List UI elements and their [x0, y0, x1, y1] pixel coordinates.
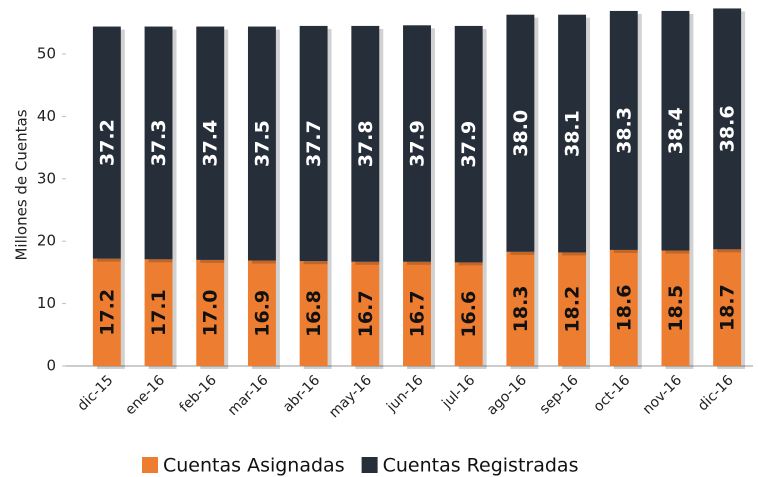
x-tick-label: feb-16 [177, 372, 220, 415]
x-tick-label: dic-15 [75, 372, 117, 414]
bar-segment [403, 25, 431, 262]
value-label: 37.9 [407, 120, 429, 167]
bar-segment [351, 261, 380, 366]
legend-label: Cuentas Registradas [383, 455, 579, 477]
bar-segment [713, 249, 742, 366]
value-label: 37.2 [96, 119, 118, 166]
value-label: 18.6 [613, 285, 635, 332]
bar-segment [196, 259, 225, 366]
value-label: 38.4 [665, 107, 687, 154]
value-label: 38.1 [562, 110, 584, 157]
value-label: 37.8 [355, 120, 377, 167]
bar-segment [558, 252, 587, 366]
bar-segment [506, 251, 535, 366]
value-label: 17.1 [148, 289, 170, 336]
bar-segment [558, 14, 587, 253]
value-label: 18.3 [510, 285, 532, 332]
value-label: 17.2 [96, 289, 118, 336]
bar-segment [454, 25, 483, 263]
bar-segment [661, 10, 690, 251]
bar-segment [351, 25, 380, 262]
value-label: 37.3 [148, 119, 170, 166]
y-tick-label: 20 [37, 232, 56, 250]
x-tick-label: oct-16 [591, 372, 634, 415]
value-label: 18.5 [665, 285, 687, 332]
value-label: 37.7 [303, 120, 325, 167]
y-tick-label: 40 [37, 107, 56, 125]
value-label: 16.7 [407, 290, 429, 337]
bar-segment [92, 26, 121, 259]
x-tick-label: ago-16 [484, 372, 530, 418]
legend-label: Cuentas Asignadas [163, 455, 345, 477]
bar-segment [299, 261, 328, 366]
value-label: 37.9 [458, 121, 480, 168]
legend-swatch [142, 457, 158, 473]
x-tick-label: jul-16 [438, 372, 478, 412]
bar-segment [403, 261, 431, 366]
legend-swatch [361, 457, 378, 473]
bar-segment [661, 250, 690, 366]
bar-segment [713, 8, 742, 250]
y-tick-label: 0 [46, 357, 56, 375]
x-tick-label: sep-16 [537, 372, 582, 417]
y-axis-title: Millones de Cuentas [13, 109, 31, 260]
value-label: 17.0 [200, 290, 222, 337]
value-label: 37.5 [251, 120, 273, 167]
bar-segment [247, 260, 276, 366]
bar-segment [454, 262, 483, 366]
bar-segment [299, 25, 328, 262]
bar-segment [609, 249, 638, 366]
bar-segment [247, 26, 276, 261]
bar-segment [506, 14, 535, 252]
x-tick-label: abr-16 [280, 372, 323, 415]
value-label: 38.0 [510, 110, 532, 157]
bar-segment [609, 10, 638, 250]
y-tick-label: 10 [37, 294, 56, 312]
value-label: 16.6 [458, 291, 480, 338]
y-tick-label: 50 [37, 45, 56, 63]
value-label: 16.8 [303, 290, 325, 337]
bar-segment [196, 26, 225, 260]
x-tick-label: dic-16 [695, 372, 737, 414]
x-tick-label: jun-16 [383, 372, 427, 416]
bar-segment [92, 258, 121, 366]
x-tick-label: may-16 [326, 372, 375, 421]
value-label: 38.6 [717, 105, 739, 152]
x-tick-label: mar-16 [225, 372, 272, 419]
x-tick-label: ene-16 [122, 372, 168, 418]
y-tick-label: 30 [37, 169, 56, 187]
bar-segment [144, 26, 173, 260]
value-label: 37.4 [200, 120, 222, 167]
x-tick-label: nov-16 [640, 372, 685, 417]
value-label: 18.7 [717, 284, 739, 331]
value-label: 18.2 [562, 286, 584, 333]
bar-segment [144, 259, 173, 366]
value-label: 16.9 [251, 290, 273, 337]
value-label: 38.3 [613, 107, 635, 154]
value-label: 16.7 [355, 290, 377, 337]
